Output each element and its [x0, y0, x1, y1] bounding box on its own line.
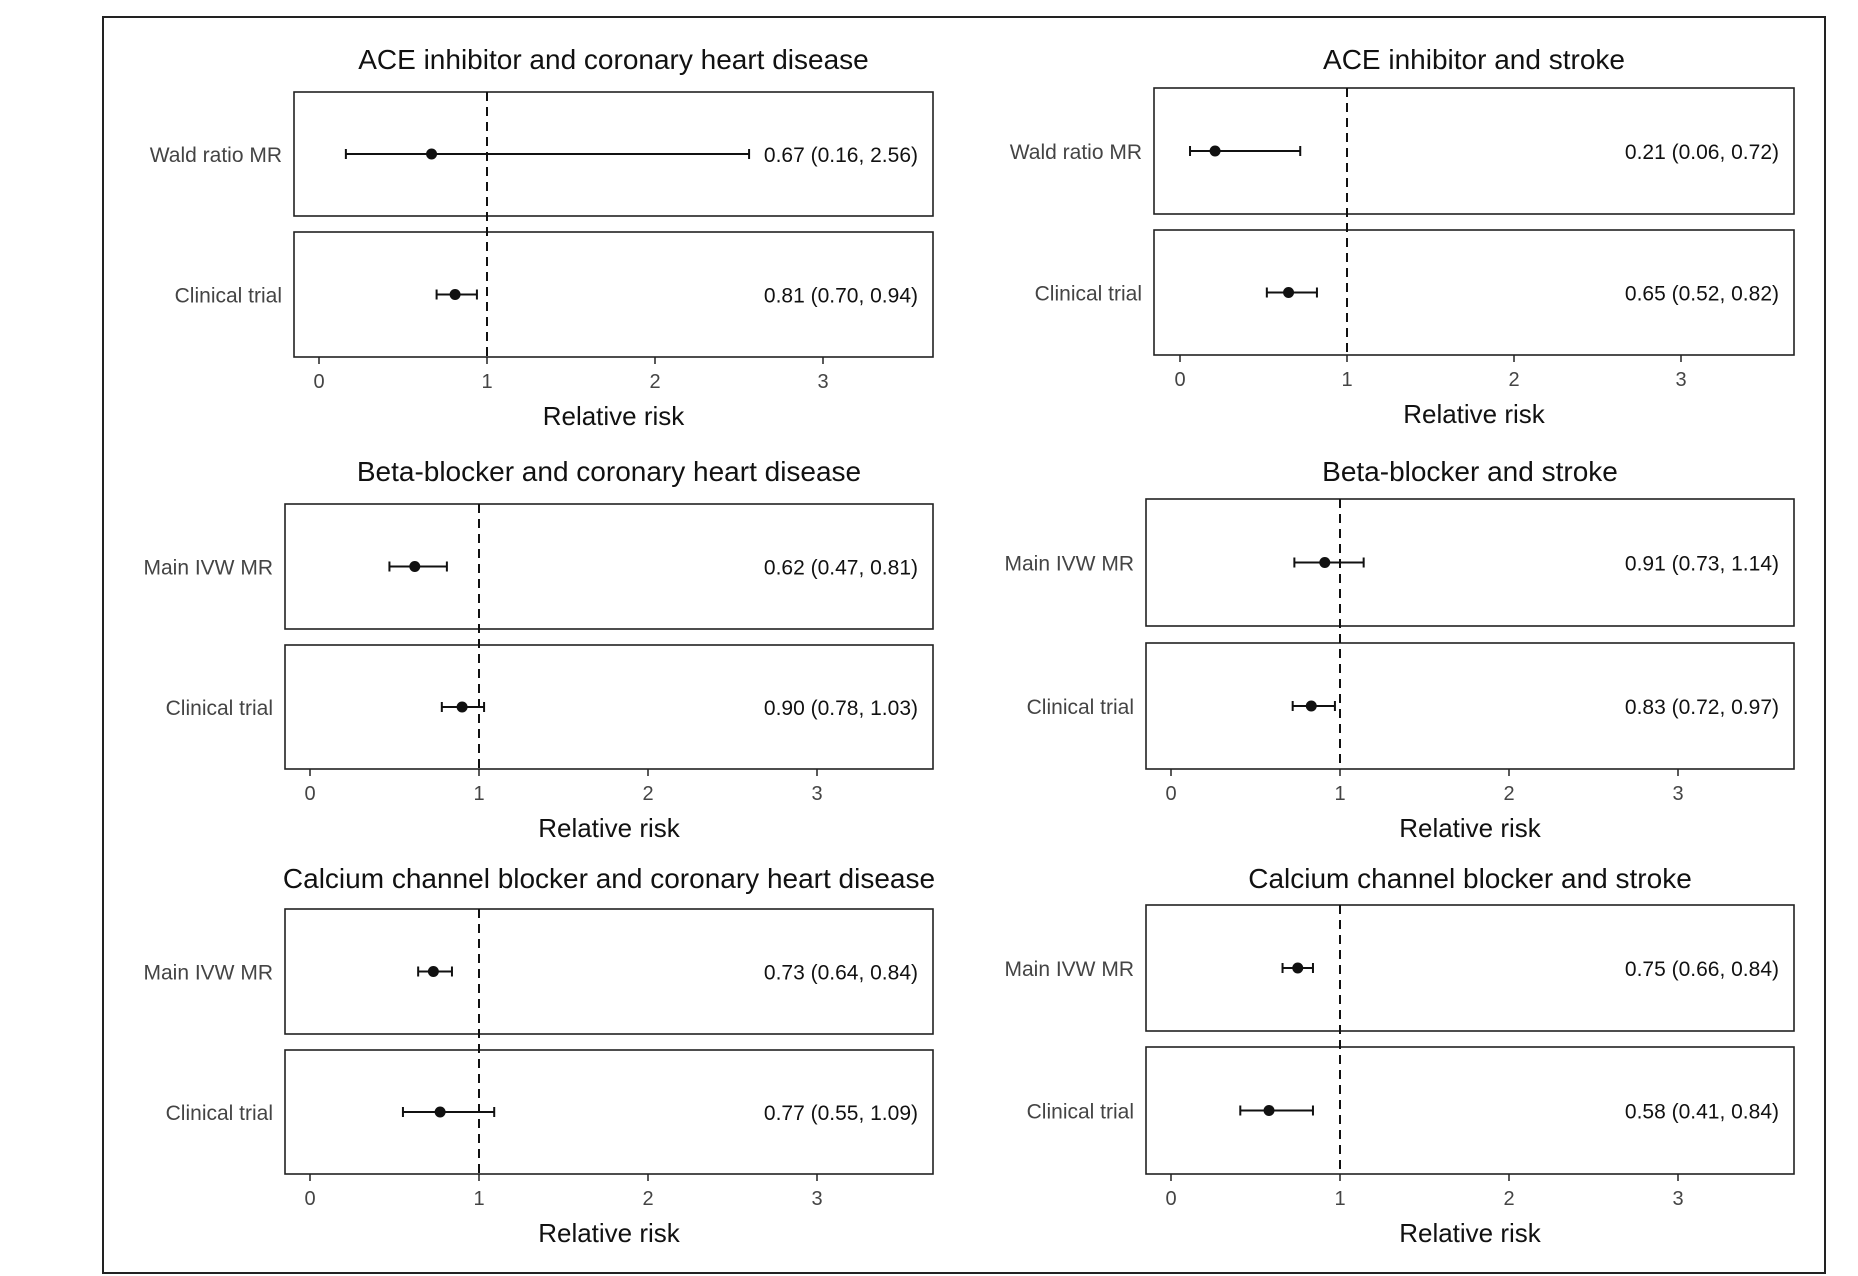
forest-panel: Beta-blocker and coronary heart disease M… — [143, 456, 934, 843]
outer-frame — [102, 16, 1826, 1274]
point-estimate — [409, 561, 421, 572]
row-frame — [293, 231, 934, 358]
x-tick-label: 3 — [1672, 1188, 1683, 1210]
x-tick-label: 0 — [304, 783, 315, 805]
forest-panel: ACE inhibitor and stroke Wald ratio MR 0.2… — [1010, 44, 1795, 429]
x-tick-label: 2 — [1503, 783, 1514, 805]
row-frame — [1145, 498, 1795, 627]
estimate-label: 0.83 (0.72, 0.97) — [1625, 696, 1779, 719]
x-tick-label: 2 — [1503, 1188, 1514, 1210]
point-estimate — [1283, 287, 1295, 298]
x-tick-label: 2 — [1508, 369, 1519, 391]
estimate-label: 0.81 (0.70, 0.94) — [764, 285, 918, 308]
row-frame — [1145, 642, 1795, 770]
estimate-label: 0.65 (0.52, 0.82) — [1625, 283, 1779, 306]
row-label: Clinical trial — [1035, 283, 1142, 306]
estimate-label: 0.77 (0.55, 1.09) — [764, 1102, 918, 1125]
row-frame — [284, 644, 934, 770]
x-tick-label: 1 — [1334, 783, 1345, 805]
row-label: Clinical trial — [1027, 696, 1134, 719]
x-tick-label: 2 — [642, 783, 653, 805]
estimate-label: 0.21 (0.06, 0.72) — [1625, 141, 1779, 164]
x-tick-label: 2 — [649, 371, 660, 393]
row-label: Main IVW MR — [1004, 553, 1134, 576]
row-frame — [1153, 87, 1795, 215]
point-estimate — [449, 289, 461, 300]
x-tick-label: 3 — [1675, 369, 1686, 391]
estimate-label: 0.73 (0.64, 0.84) — [764, 962, 918, 985]
forest-panel: Calcium channel blocker and stroke Main I… — [1004, 863, 1795, 1248]
x-axis-label: Relative risk — [1399, 1218, 1542, 1248]
x-axis-label: Relative risk — [1403, 399, 1546, 429]
x-tick-label: 1 — [1334, 1188, 1345, 1210]
x-tick-label: 0 — [313, 371, 324, 393]
estimate-label: 0.75 (0.66, 0.84) — [1625, 958, 1779, 981]
x-tick-label: 0 — [304, 1188, 315, 1210]
forest-panel: Calcium channel blocker and coronary hea… — [143, 863, 935, 1248]
estimate-label: 0.58 (0.41, 0.84) — [1625, 1101, 1779, 1124]
x-tick-label: 3 — [1672, 783, 1683, 805]
row-label: Main IVW MR — [1004, 958, 1134, 981]
point-estimate — [427, 966, 439, 977]
x-tick-label: 1 — [473, 1188, 484, 1210]
x-axis-label: Relative risk — [538, 1218, 681, 1248]
point-estimate — [1263, 1105, 1275, 1116]
point-estimate — [1209, 145, 1221, 157]
row-frame — [284, 908, 934, 1035]
x-tick-label: 3 — [811, 1188, 822, 1210]
row-label: Clinical trial — [166, 697, 273, 720]
x-axis-label: Relative risk — [543, 401, 686, 431]
row-frame — [284, 503, 934, 630]
panel-title: Beta-blocker and coronary heart disease — [357, 456, 861, 487]
row-frame — [1153, 229, 1795, 356]
panels-group: ACE inhibitor and coronary heart disease… — [143, 44, 1795, 1248]
x-axis-label: Relative risk — [1399, 813, 1542, 843]
forest-panel: Beta-blocker and stroke Main IVW MR 0.91 (… — [1004, 456, 1795, 843]
x-tick-label: 2 — [642, 1188, 653, 1210]
point-estimate — [1319, 557, 1331, 568]
x-tick-label: 1 — [481, 371, 492, 393]
x-axis-label: Relative risk — [538, 813, 681, 843]
x-tick-label: 0 — [1165, 1188, 1176, 1210]
row-label: Wald ratio MR — [150, 144, 282, 167]
panel-title: Calcium channel blocker and stroke — [1248, 863, 1692, 894]
estimate-label: 0.90 (0.78, 1.03) — [764, 697, 918, 720]
panel-title: Calcium channel blocker and coronary hea… — [283, 863, 935, 894]
estimate-label: 0.62 (0.47, 0.81) — [764, 557, 918, 580]
x-tick-label: 1 — [473, 783, 484, 805]
estimate-label: 0.91 (0.73, 1.14) — [1625, 553, 1779, 576]
point-estimate — [426, 148, 438, 160]
panel-title: ACE inhibitor and coronary heart disease — [358, 44, 869, 75]
forest-panel: ACE inhibitor and coronary heart disease… — [150, 44, 934, 431]
row-label: Main IVW MR — [143, 962, 273, 985]
row-label: Main IVW MR — [143, 557, 273, 580]
x-tick-label: 1 — [1341, 369, 1352, 391]
estimate-label: 0.67 (0.16, 2.56) — [764, 144, 918, 167]
point-estimate — [1292, 962, 1304, 974]
point-estimate — [456, 701, 468, 713]
panel-title: ACE inhibitor and stroke — [1323, 44, 1625, 75]
row-label: Wald ratio MR — [1010, 141, 1142, 164]
row-label: Clinical trial — [166, 1102, 273, 1125]
x-tick-label: 0 — [1174, 369, 1185, 391]
x-tick-label: 3 — [817, 371, 828, 393]
x-tick-label: 0 — [1165, 783, 1176, 805]
row-frame — [1145, 904, 1795, 1032]
row-frame — [284, 1049, 934, 1175]
row-frame — [1145, 1046, 1795, 1175]
row-label: Clinical trial — [175, 285, 282, 308]
point-estimate — [434, 1106, 446, 1118]
row-label: Clinical trial — [1027, 1101, 1134, 1124]
panel-title: Beta-blocker and stroke — [1322, 456, 1618, 487]
x-tick-label: 3 — [811, 783, 822, 805]
row-frame — [293, 91, 934, 217]
point-estimate — [1305, 700, 1317, 712]
